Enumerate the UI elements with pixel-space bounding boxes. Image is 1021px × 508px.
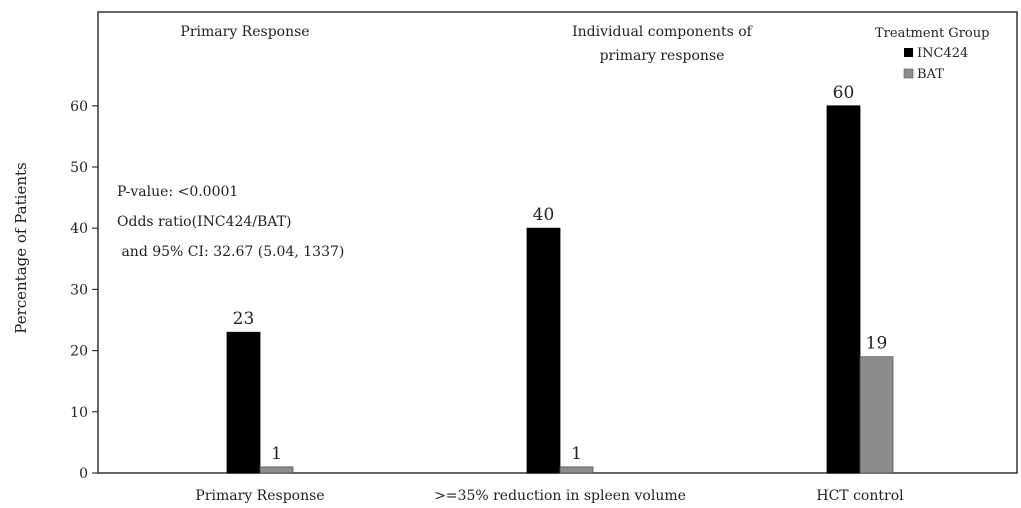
- panel-title-components-line2: primary response: [600, 48, 725, 64]
- y-tick-label-50: 50: [70, 160, 88, 176]
- data-label-inc424-hct-control: 60: [833, 83, 855, 103]
- y-tick-label-0: 0: [79, 466, 88, 482]
- x-category-label-hct-control: HCT control: [816, 488, 904, 504]
- panel-title-components-line1: Individual components of: [572, 24, 754, 40]
- legend-label-bat: BAT: [917, 67, 944, 82]
- legend: Treatment Group INC424 BAT: [875, 26, 989, 82]
- bar-bat-35-reduction-in-spleen-volume: [559, 466, 594, 474]
- data-label-inc424-35-reduction-in-spleen-volume: 40: [533, 205, 555, 225]
- data-label-inc424-primary-response: 23: [233, 309, 255, 329]
- bar-inc424-primary-response: [226, 331, 261, 474]
- y-tick-label-60: 60: [70, 99, 88, 115]
- bar-inc424-35-reduction-in-spleen-volume: [526, 227, 561, 474]
- x-category-label-primary-response: Primary Response: [195, 488, 324, 504]
- y-tick-label-20: 20: [70, 344, 88, 360]
- annotation-odds-ratio: Odds ratio(INC424/BAT): [117, 214, 291, 230]
- bars-group: 23 1 40 1 60 19: [226, 83, 894, 474]
- bar-bat-hct-control: [859, 356, 894, 474]
- bar-inc424-hct-control: [826, 105, 861, 474]
- bar-bat-primary-response: [259, 466, 294, 474]
- annotation-p-value: P-value: <0.0001: [117, 184, 238, 200]
- legend-title: Treatment Group: [875, 26, 989, 41]
- annotation-confidence-interval: and 95% CI: 32.67 (5.04, 1337): [117, 244, 344, 260]
- y-tick-label-40: 40: [70, 221, 88, 237]
- y-tick-label-10: 10: [70, 405, 88, 421]
- legend-swatch-bat: [903, 68, 914, 79]
- y-tick-label-30: 30: [70, 282, 88, 298]
- legend-label-inc424: INC424: [917, 46, 968, 61]
- x-category-label-35-reduction-in-spleen-volume: >=35% reduction in spleen volume: [434, 488, 686, 504]
- y-axis-label: Percentage of Patients: [12, 162, 30, 333]
- data-label-bat-hct-control: 19: [866, 334, 888, 354]
- legend-swatch-inc424: [904, 48, 913, 57]
- category-labels: Primary Response >=35% reduction in splee…: [195, 488, 904, 504]
- data-label-bat-primary-response: 1: [271, 444, 282, 464]
- panel-title-primary-response: Primary Response: [180, 24, 309, 40]
- y-axis-ticks: 0 10 20 30 40 50 60: [70, 99, 98, 482]
- data-label-bat-35-reduction-in-spleen-volume: 1: [571, 444, 582, 464]
